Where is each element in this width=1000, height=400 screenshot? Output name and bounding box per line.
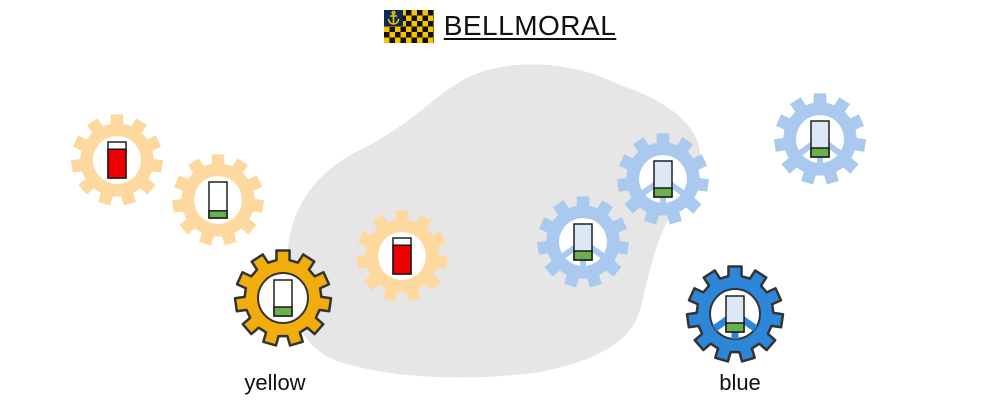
battery-icon [573,223,593,261]
battery-level-bar [810,147,830,158]
gear-unit-yellow-2[interactable] [172,154,264,246]
battery-icon [392,237,412,275]
battery-level-bar [653,187,673,198]
gear-unit-blue-active[interactable] [685,265,785,363]
battery-icon [725,295,745,333]
battery-icon [273,279,293,317]
page-title: BELLMORAL [443,10,617,41]
gear-unit-yellow-active[interactable] [233,249,333,347]
header: BELLMORAL [0,6,1000,46]
battery-level-bar [273,306,293,317]
battery-level-bar [107,148,127,179]
gear-units-layer [71,93,866,363]
battery-level-bar [725,322,745,333]
battery-level-bar [208,210,228,219]
gear-unit-blue-3[interactable] [774,93,866,185]
battery-level-bar [392,244,412,275]
battery-icon [653,160,673,198]
battery-icon [810,120,830,158]
anchor-checkered-flag-icon [383,9,434,43]
gear-unit-blue-1[interactable] [537,196,629,288]
territory-blob [287,64,701,378]
battery-icon [107,141,127,179]
gear-unit-blue-2[interactable] [617,133,709,225]
gear-unit-yellow-3[interactable] [356,210,448,302]
battery-icon [208,181,228,219]
battery-level-bar [573,250,593,261]
team-label-yellow: yellow [244,370,306,395]
team-label-blue: blue [719,370,761,395]
gear-unit-yellow-1[interactable] [71,114,163,206]
